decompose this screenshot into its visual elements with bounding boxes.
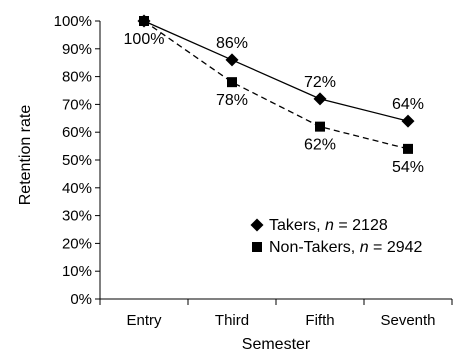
legend-item: Non-Takers, n = 2942 [252,239,423,256]
data-point [139,16,149,26]
x-tick-label: Fifth [305,312,334,329]
x-tick-label: Entry [126,312,162,329]
data-point [225,53,239,67]
y-tick-label: 30% [62,208,92,225]
legend-label: Non-Takers, n = 2942 [269,239,423,256]
x-tick-label: Seventh [380,312,435,329]
y-tick-label: 40% [62,180,92,197]
data-label: 100% [124,31,165,48]
data-labels: 100% 86% 72% 64% 78% 62% 54% [124,31,424,176]
y-tick-label: 100% [54,13,92,30]
x-axis-title: Semester [242,336,311,353]
data-point [403,143,413,154]
series-line [143,20,409,122]
data-point [227,77,237,88]
series-layer [137,14,415,154]
y-tick-label: 10% [62,263,92,280]
data-point [313,92,327,106]
data-label: 72% [304,74,336,91]
data-label: 78% [216,92,248,109]
x-tick-label: Third [215,312,249,329]
legend: Takers, n = 2128 Non-Takers, n = 2942 [250,217,423,256]
y-tick-label: 80% [62,69,92,86]
series-takers [137,14,415,128]
y-tick-label: 60% [62,124,92,141]
legend-marker [250,218,264,232]
data-point [401,114,415,128]
y-tick-label: 0% [70,291,92,308]
y-tick-label: 50% [62,152,92,169]
series-line [143,20,409,150]
y-axis-title: Retention rate [17,105,34,206]
y-tick-label: 20% [62,235,92,252]
legend-item: Takers, n = 2128 [250,217,388,234]
data-label: 86% [216,35,248,52]
series-non-takers [139,16,413,154]
data-label: 62% [304,137,336,154]
data-point [315,121,325,132]
legend-marker [252,242,262,252]
y-tick-label: 90% [62,41,92,58]
data-label: 54% [392,159,424,176]
y-tick-label: 70% [62,96,92,113]
legend-label: Takers, n = 2128 [269,217,388,234]
x-axis: Entry Third Fifth Seventh [99,298,453,329]
data-label: 64% [392,96,424,113]
y-axis: 0% 10% 20% 30% 40% 50% 60% 70% 80% 90% 100% [54,13,101,308]
